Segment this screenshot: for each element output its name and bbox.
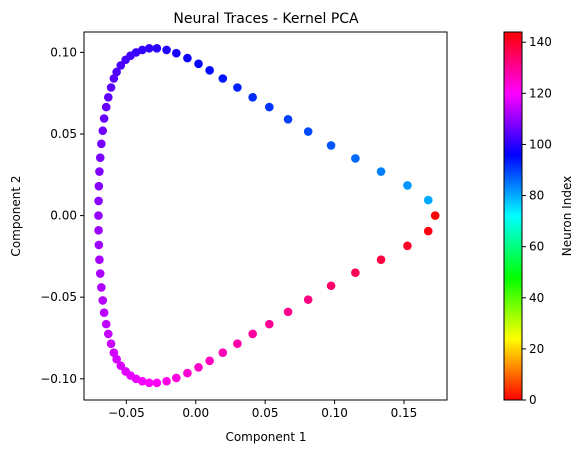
data-point xyxy=(94,225,103,235)
data-point xyxy=(194,363,203,372)
data-point xyxy=(430,211,440,220)
colorbar-tick-label: 60 xyxy=(529,240,544,254)
colorbar-tick-label: 40 xyxy=(529,291,544,305)
data-point xyxy=(116,361,126,371)
data-point xyxy=(97,283,106,292)
data-point xyxy=(218,348,228,357)
data-point xyxy=(351,268,360,278)
colorbar-ticks: 0 20 40 60 80 100 120 140 xyxy=(522,35,552,407)
data-point xyxy=(162,376,171,386)
data-point xyxy=(99,114,109,123)
data-point xyxy=(144,44,154,53)
data-point xyxy=(233,83,242,92)
data-point xyxy=(94,240,104,250)
data-point xyxy=(351,154,360,163)
data-point xyxy=(376,255,386,264)
data-point xyxy=(95,153,105,162)
data-point xyxy=(101,102,111,112)
data-point xyxy=(283,307,293,317)
colorbar-label: Neuron Index xyxy=(560,176,574,256)
data-point xyxy=(152,378,162,388)
data-point xyxy=(109,348,119,357)
data-point xyxy=(94,196,103,206)
colorbar-tick-label: 0 xyxy=(529,393,537,407)
colorbar-tick-label: 120 xyxy=(529,86,552,100)
data-point xyxy=(376,167,386,176)
data-point xyxy=(152,44,162,53)
data-point xyxy=(248,329,257,339)
data-point xyxy=(423,226,433,236)
data-point xyxy=(98,296,108,305)
data-point xyxy=(101,319,111,329)
chart-title: Neural Traces - Kernel PCA xyxy=(173,11,359,27)
data-point xyxy=(283,115,293,124)
data-point xyxy=(303,295,313,304)
data-point xyxy=(112,67,121,77)
data-point xyxy=(116,61,126,70)
data-point xyxy=(403,241,412,251)
data-point xyxy=(326,281,336,291)
data-point xyxy=(106,339,116,349)
data-point xyxy=(97,139,106,149)
y-axis-ticks: −0.10 −0.05 0.00 0.05 0.10 xyxy=(40,45,84,386)
data-point xyxy=(95,269,105,278)
data-point xyxy=(121,55,130,65)
colorbar-tick-label: 80 xyxy=(529,189,544,203)
data-point xyxy=(183,368,192,378)
y-tick-label: 0.00 xyxy=(50,209,77,223)
data-point xyxy=(99,308,109,317)
data-point xyxy=(112,354,121,364)
y-axis-label: Component 2 xyxy=(9,175,23,256)
data-point xyxy=(194,59,203,69)
x-tick-label: −0.05 xyxy=(108,406,145,420)
data-point xyxy=(183,53,192,63)
data-point xyxy=(95,167,104,176)
data-point xyxy=(109,74,119,83)
data-point xyxy=(326,141,336,150)
data-point xyxy=(172,373,181,383)
y-tick-label: −0.10 xyxy=(40,372,77,386)
data-point xyxy=(98,126,108,136)
x-tick-label: 0.05 xyxy=(252,406,279,420)
data-point xyxy=(248,92,257,102)
data-point xyxy=(162,45,171,55)
data-point xyxy=(144,378,154,388)
data-point xyxy=(423,195,433,205)
data-point xyxy=(94,181,104,191)
data-point xyxy=(103,329,113,339)
data-point xyxy=(303,127,313,136)
data-point xyxy=(403,181,412,190)
data-point xyxy=(205,356,214,366)
colorbar-tick-label: 20 xyxy=(529,342,544,356)
data-point xyxy=(94,211,103,220)
x-axis-ticks: −0.05 0.00 0.05 0.10 0.15 xyxy=(108,400,417,420)
y-tick-label: −0.05 xyxy=(40,290,77,304)
x-tick-label: 0.15 xyxy=(391,406,418,420)
colorbar-tick-label: 100 xyxy=(529,137,552,151)
data-point xyxy=(233,339,242,349)
data-point xyxy=(172,48,181,58)
x-axis-label: Component 1 xyxy=(225,430,306,444)
points-layer xyxy=(94,44,440,388)
data-point xyxy=(205,66,214,75)
data-point xyxy=(106,83,116,92)
data-point xyxy=(95,255,104,264)
data-point xyxy=(103,92,113,102)
y-tick-label: 0.05 xyxy=(50,127,77,141)
colorbar-tick-label: 140 xyxy=(529,35,552,49)
data-point xyxy=(138,376,147,386)
y-tick-label: 0.10 xyxy=(50,45,77,59)
data-point xyxy=(265,319,274,329)
x-tick-label: 0.00 xyxy=(182,406,209,420)
colorbar xyxy=(503,31,523,401)
plot-frame xyxy=(83,31,448,401)
data-point xyxy=(218,74,228,83)
data-point xyxy=(265,102,274,112)
x-tick-label: 0.10 xyxy=(321,406,348,420)
